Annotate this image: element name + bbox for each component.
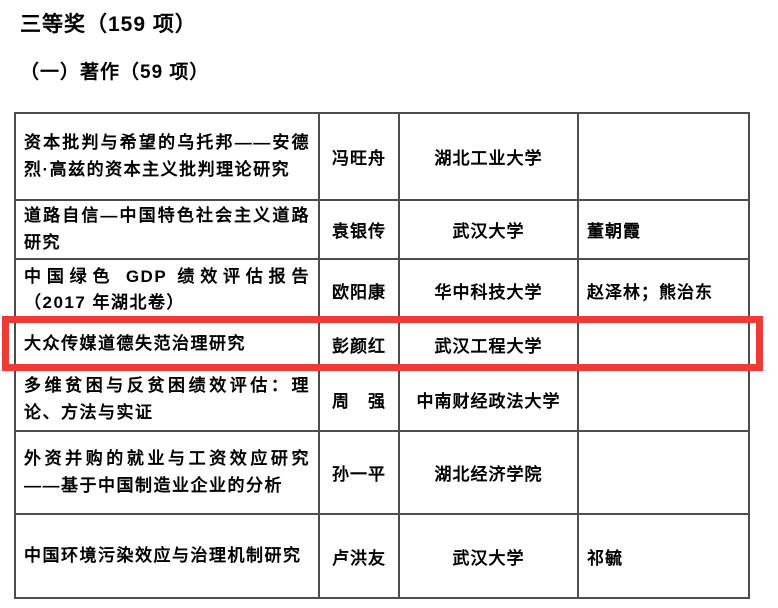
table-row: 资本批判与希望的乌托邦——安德烈·高兹的资本主义批判理论研究 冯旺舟 湖北工业大学 xyxy=(14,112,750,201)
cell-title: 外资并购的就业与工资效应研究——基于中国制造业企业的分析 xyxy=(14,430,320,515)
cell-institution: 武汉大学 xyxy=(398,513,579,599)
cell-institution: 湖北工业大学 xyxy=(398,112,579,201)
cell-title: 中国绿色 GDP 绩效评估报告（2017 年湖北卷） xyxy=(14,258,320,322)
awards-table: 资本批判与希望的乌托邦——安德烈·高兹的资本主义批判理论研究 冯旺舟 湖北工业大学道… xyxy=(14,112,750,599)
cell-institution: 中南财经政法大学 xyxy=(398,367,579,432)
cell-co-authors xyxy=(577,367,750,432)
table-row: 道路自信—中国特色社会主义道路研究 袁银传 武汉大学 董朝霞 xyxy=(14,199,750,260)
cell-co-authors xyxy=(577,320,750,369)
table-row: 多维贫困与反贫困绩效评估：理论、方法与实证周 强中南财经政法大学 xyxy=(14,367,750,432)
cell-author: 袁银传 xyxy=(318,199,400,260)
cell-co-authors: 祁毓 xyxy=(577,513,750,599)
section-title: （一）著作（59 项） xyxy=(20,62,210,83)
cell-title: 道路自信—中国特色社会主义道路研究 xyxy=(14,199,320,260)
cell-author: 孙一平 xyxy=(318,430,400,515)
cell-author: 卢洪友 xyxy=(318,513,400,599)
cell-title: 大众传媒道德失范治理研究 xyxy=(14,320,320,369)
table-row: 中国绿色 GDP 绩效评估报告（2017 年湖北卷） 欧阳康 华中科技大学 赵泽林；熊… xyxy=(14,258,750,322)
cell-title: 多维贫困与反贫困绩效评估：理论、方法与实证 xyxy=(14,367,320,432)
cell-institution: 湖北经济学院 xyxy=(398,430,579,515)
cell-author: 冯旺舟 xyxy=(318,112,400,201)
cell-co-authors xyxy=(577,430,750,515)
table-row: 大众传媒道德失范治理研究 彭颜红 武汉工程大学 xyxy=(14,320,750,369)
cell-co-authors: 董朝霞 xyxy=(577,199,750,260)
cell-institution: 华中科技大学 xyxy=(398,258,579,322)
table-row: 中国环境污染效应与治理机制研究 卢洪友 武汉大学 祁毓 xyxy=(14,513,750,599)
cell-author: 彭颜红 xyxy=(318,320,400,369)
cell-author: 欧阳康 xyxy=(318,258,400,322)
cell-institution: 武汉工程大学 xyxy=(398,320,579,369)
table-row: 外资并购的就业与工资效应研究——基于中国制造业企业的分析 孙一平 湖北经济学院 xyxy=(14,430,750,515)
cell-co-authors xyxy=(577,112,750,201)
cell-title: 资本批判与希望的乌托邦——安德烈·高兹的资本主义批判理论研究 xyxy=(14,112,320,201)
cell-author: 周 强 xyxy=(318,367,400,432)
cell-institution: 武汉大学 xyxy=(398,199,579,260)
cell-title: 中国环境污染效应与治理机制研究 xyxy=(14,513,320,599)
cell-co-authors: 赵泽林；熊治东 xyxy=(577,258,750,322)
page-title: 三等奖（159 项） xyxy=(20,13,197,36)
